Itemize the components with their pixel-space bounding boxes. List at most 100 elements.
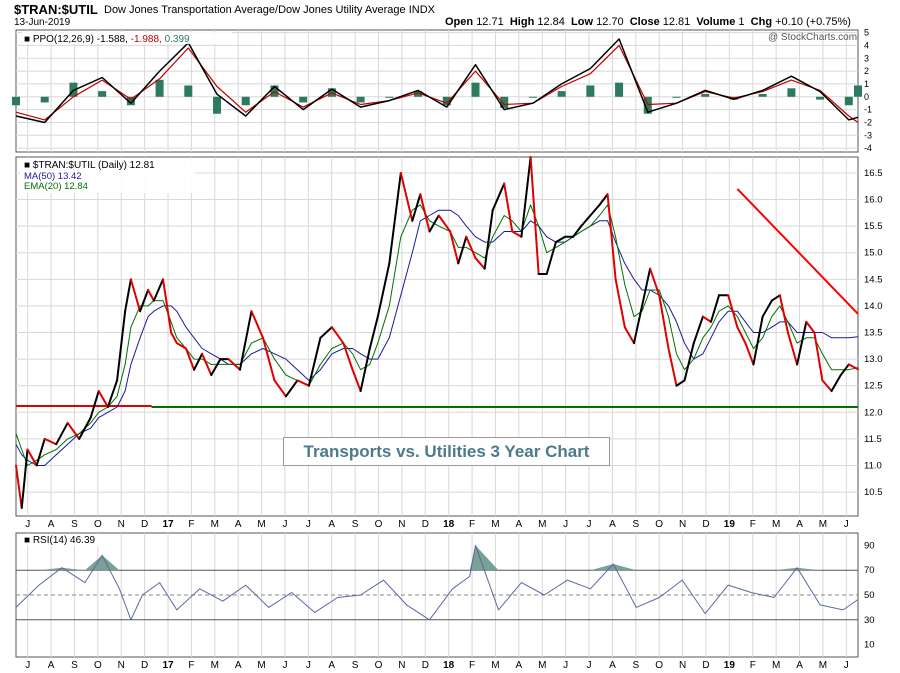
x-tick-label: 19	[724, 519, 736, 530]
rsi-overbought-fill	[16, 545, 858, 571]
x-tick-label: J	[25, 660, 30, 671]
y-tick-label: 14.5	[864, 274, 883, 285]
x-tick-label: N	[679, 660, 686, 671]
price-segment	[152, 278, 165, 302]
x-tick-label: A	[609, 519, 616, 530]
ppo-histogram-bar	[471, 82, 480, 97]
y-tick-label: 16.5	[864, 168, 883, 179]
chart-annotation: Transports vs. Utilities 3 Year Chart	[283, 437, 610, 466]
x-tick-label: O	[655, 519, 663, 530]
ppo-histogram-bar	[442, 96, 451, 106]
x-tick-label: J	[563, 660, 568, 671]
ppo-histogram-bar	[586, 85, 595, 97]
price-segment	[97, 390, 109, 408]
x-tick-label: M	[772, 519, 780, 530]
price-segment	[761, 299, 773, 318]
x-tick-label: J	[306, 519, 311, 530]
price-segment	[43, 437, 58, 446]
y-tick-label: 3	[864, 53, 869, 63]
x-tick-label: F	[469, 660, 475, 671]
y-tick-label: 15.0	[864, 248, 883, 259]
price-segment	[185, 347, 196, 371]
price-segment	[351, 368, 362, 393]
x-tick-label: D	[141, 519, 148, 530]
price-segment	[786, 331, 799, 366]
price-segment	[227, 358, 241, 371]
ppo-histogram-bar	[615, 82, 624, 97]
ppo-histogram-bar	[385, 96, 394, 98]
price-segment	[307, 336, 322, 387]
rsi-panel	[15, 544, 859, 621]
x-tick-label: O	[94, 519, 102, 530]
x-tick-label: 18	[443, 660, 455, 671]
x-tick-label: M	[819, 519, 827, 530]
price-segment	[15, 464, 23, 510]
price-segment	[359, 347, 371, 393]
x-tick-label: 17	[162, 519, 174, 530]
ppo-histogram-bar	[126, 96, 135, 106]
x-tick-label: M	[211, 660, 219, 671]
x-tick-label: D	[422, 519, 429, 530]
x-tick-label: O	[94, 660, 102, 671]
x-tick-label: M	[538, 519, 546, 530]
x-tick-label: F	[750, 519, 756, 530]
x-tick-label: N	[118, 660, 125, 671]
price-segment	[449, 230, 460, 265]
price-legend-bg	[20, 159, 195, 193]
price-segment	[78, 416, 92, 440]
ppo-histogram-bar	[787, 88, 796, 97]
price-segment	[66, 421, 81, 440]
ppo-histogram-bar	[213, 96, 222, 114]
x-tick-label: J	[844, 660, 849, 671]
price-segment	[752, 315, 764, 366]
ppo-histogram-bar	[12, 96, 20, 106]
y-tick-label: 12.5	[864, 381, 883, 392]
x-tick-label: D	[702, 519, 709, 530]
price-segment	[411, 193, 422, 222]
x-tick-label: A	[516, 660, 523, 671]
price-segment	[830, 374, 842, 393]
ppo-histogram-bar	[854, 85, 862, 97]
price-segment	[529, 156, 540, 276]
x-tick-label: J	[587, 519, 592, 530]
ppo-histogram-bar	[500, 96, 509, 109]
watermark: @ StockCharts.com	[768, 32, 858, 43]
price-segment	[511, 230, 523, 238]
price-segment	[147, 288, 155, 302]
price-segment	[26, 448, 38, 467]
price-segment	[437, 214, 452, 233]
price-segment	[388, 171, 402, 265]
y-tick-label: 10.5	[864, 487, 883, 498]
x-tick-label: M	[819, 660, 827, 671]
x-tick-label: A	[235, 519, 242, 530]
rsi-legend-bg	[20, 534, 110, 546]
price-segment	[20, 448, 29, 510]
price-segment	[238, 310, 253, 371]
ppo-histogram-bar	[844, 96, 853, 106]
y-tick-label: 16.0	[864, 195, 883, 206]
price-segment	[847, 363, 859, 371]
y-tick-label: 10	[864, 640, 875, 651]
price-segment	[35, 437, 46, 467]
ppo-histogram-bar	[758, 93, 767, 97]
x-tick-label: A	[516, 519, 523, 530]
ppo-histogram-bar	[672, 96, 681, 98]
price-segment	[736, 326, 747, 345]
price-segment	[821, 379, 833, 393]
x-tick-label: A	[235, 660, 242, 671]
x-tick-label: A	[796, 519, 803, 530]
price-segment	[572, 225, 583, 238]
y-tick-label: -1	[864, 105, 872, 115]
downtrend-line	[736, 188, 859, 315]
price-segment	[520, 156, 532, 238]
price-segment	[606, 193, 617, 281]
x-tick-label: F	[750, 660, 756, 671]
price-legend: ■ $TRAN:$UTIL (Daily) 12.81	[24, 160, 155, 171]
ppo-line	[15, 38, 859, 124]
symbol-description: Dow Jones Transportation Average/Dow Jon…	[104, 4, 435, 16]
price-segment	[457, 235, 468, 265]
price-panel	[15, 156, 859, 510]
ppo-histogram-bar	[816, 96, 825, 100]
price-segment	[250, 310, 264, 339]
